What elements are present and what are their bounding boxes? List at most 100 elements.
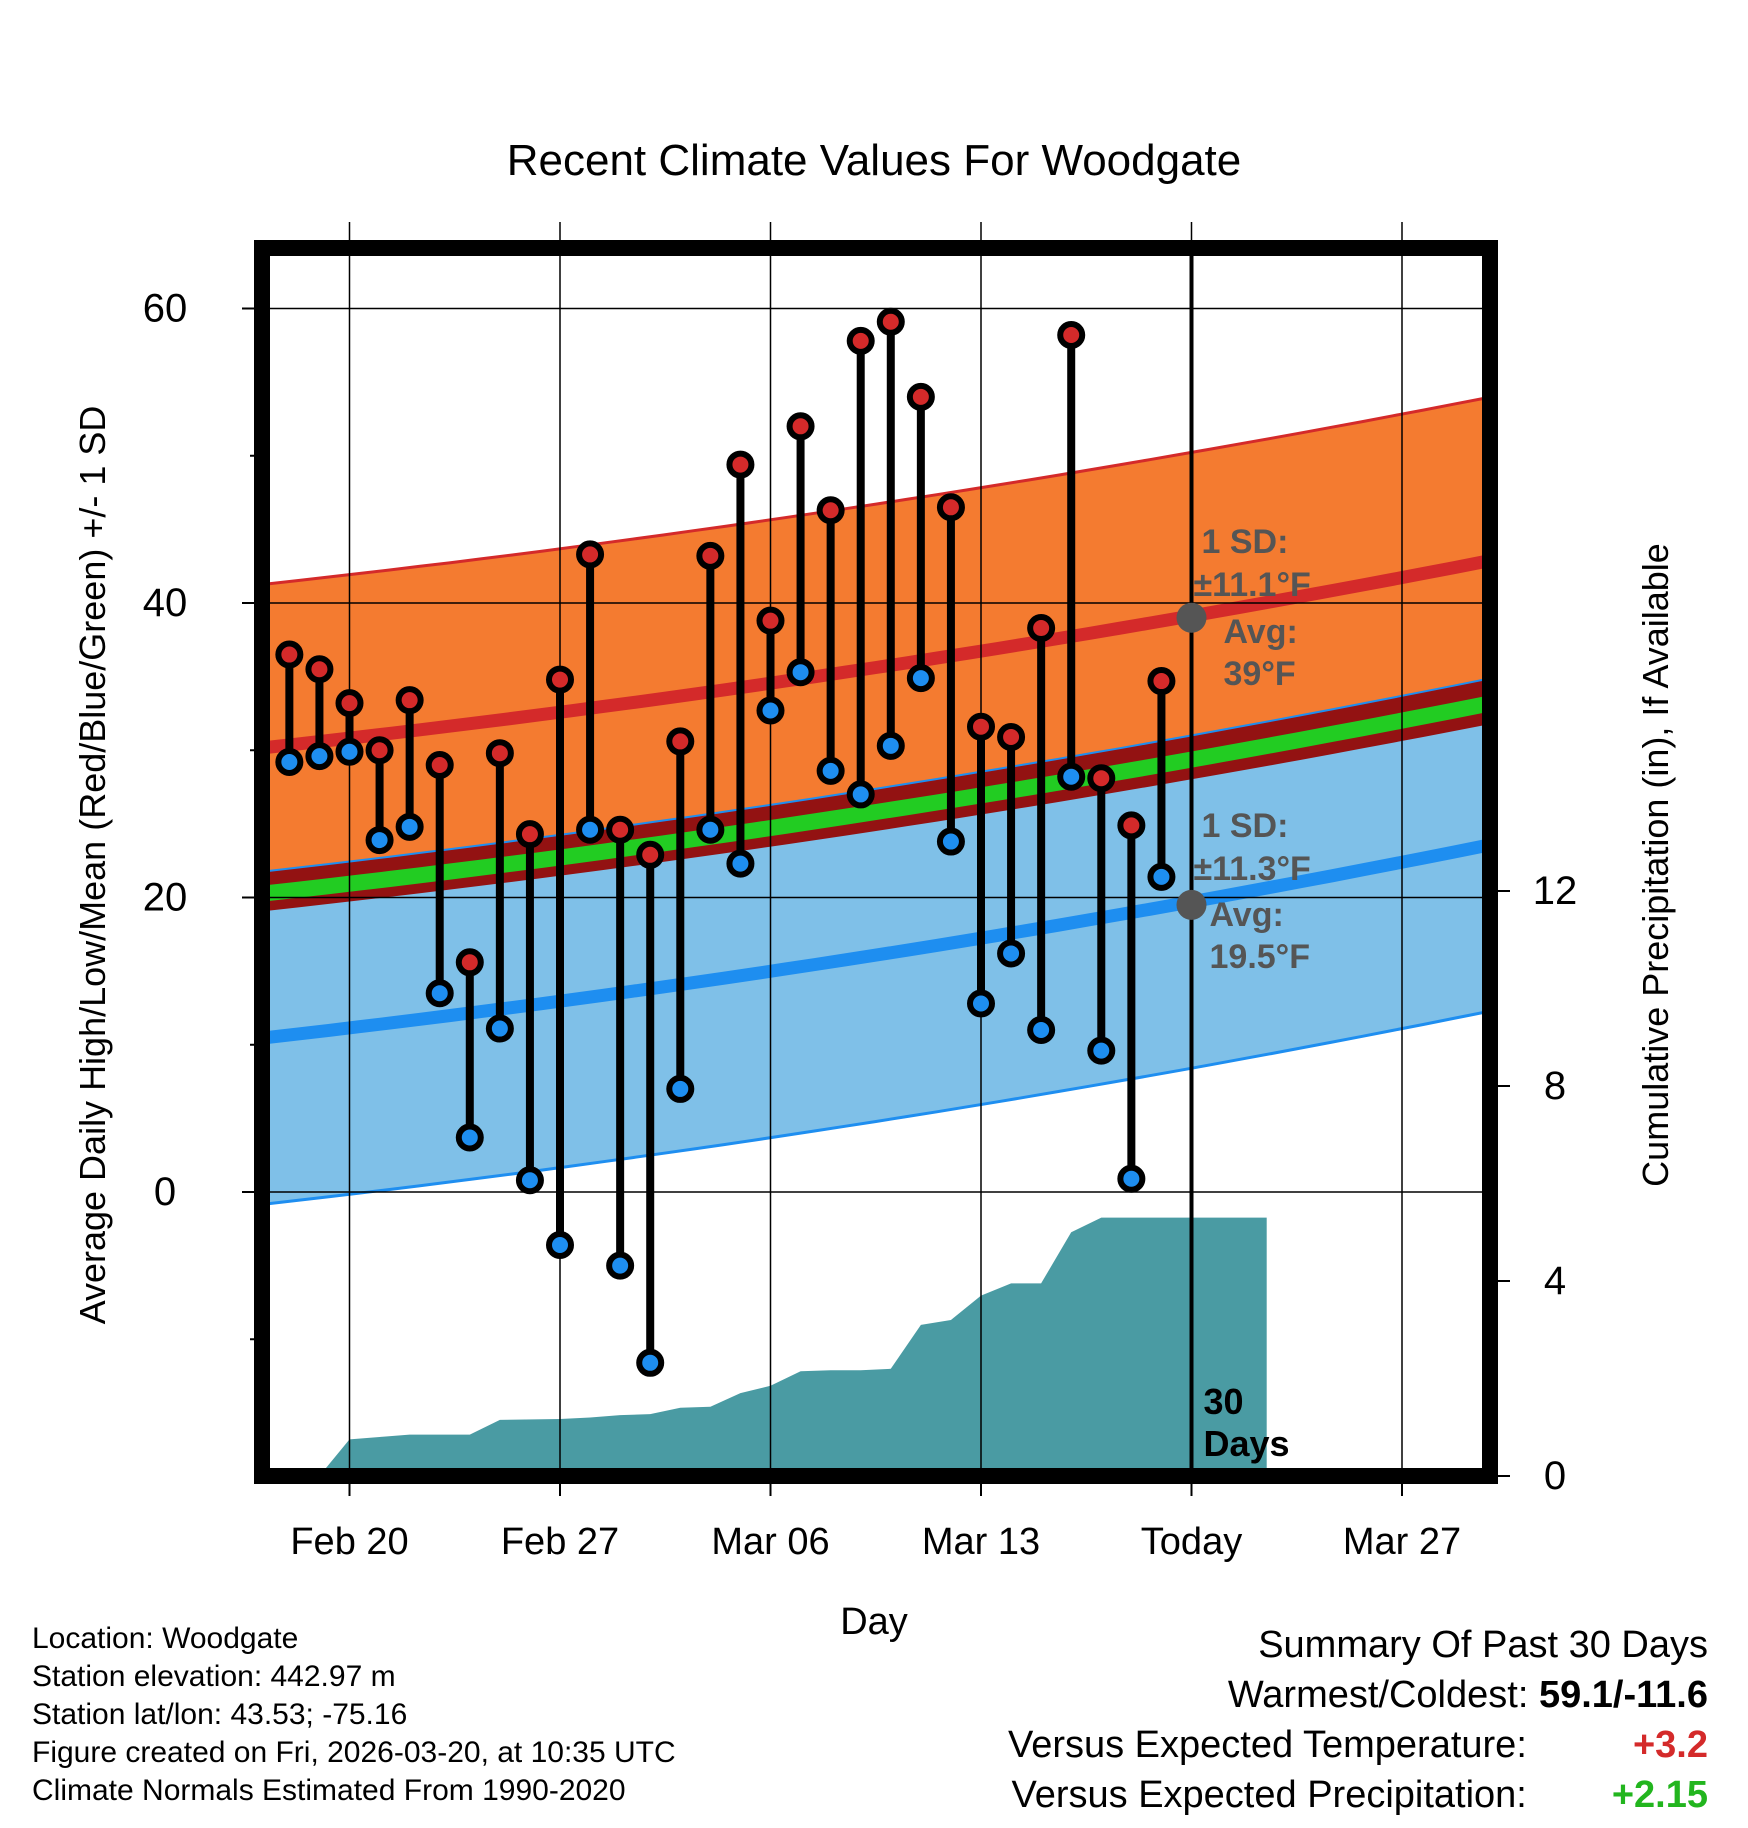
daily-low-point — [997, 939, 1026, 968]
daily-high-point — [726, 450, 755, 479]
low-sd-lower-line — [268, 1010, 1484, 1206]
normal-mean-line — [268, 696, 1484, 902]
x-tick-label: Mar 13 — [922, 1521, 1040, 1563]
precip-vs-value: +2.15 — [1611, 1774, 1708, 1816]
daily-high-point — [906, 382, 935, 411]
daily-low-point — [515, 1166, 544, 1195]
temp-vs-expected-row: Versus Expected Temperature: +3.2 — [808, 1720, 1708, 1770]
daily-high-point — [515, 820, 544, 849]
precip-area — [319, 1217, 1267, 1476]
y-tick-label: 20 — [143, 876, 188, 920]
temp-vs-label: Versus Expected Temperature: — [1007, 1724, 1527, 1766]
daily-low-point — [816, 756, 845, 785]
daily-low-point — [485, 1014, 514, 1043]
low-sd-value: ±11.3°F — [1194, 850, 1311, 888]
high-avg-marker — [1176, 602, 1207, 633]
x-tick-label: Mar 27 — [1343, 1521, 1461, 1563]
daily-high-point — [395, 686, 424, 715]
low-avg-marker — [1176, 889, 1207, 920]
daily-high-point — [997, 722, 1026, 751]
low-avg-value: 19.5°F — [1210, 938, 1311, 976]
created-text: Figure created on Fri, 2026-03-20, at 10… — [32, 1736, 676, 1769]
daily-high-point — [606, 815, 635, 844]
low-sd-label: 1 SD: — [1202, 807, 1289, 845]
daily-low-point — [696, 815, 725, 844]
low-avg-label: Avg: — [1210, 896, 1284, 934]
daily-low-point — [1147, 862, 1176, 891]
daily-low-point — [275, 748, 304, 777]
x-axis-label: Day — [840, 1601, 908, 1643]
x-tick-label: Today — [1141, 1521, 1242, 1563]
daily-low-point — [395, 812, 424, 841]
daily-high-point — [425, 750, 454, 779]
daily-low-point — [846, 780, 875, 809]
daily-low-point — [666, 1074, 695, 1103]
daily-high-point — [275, 640, 304, 669]
window-label-unit: Days — [1204, 1423, 1290, 1464]
summary-panel: Summary Of Past 30 Days Warmest/Coldest:… — [808, 1620, 1708, 1820]
y-tick-label: 60 — [143, 287, 188, 331]
daily-high-point — [305, 655, 334, 684]
daily-low-point — [1087, 1036, 1116, 1065]
daily-high-point — [1117, 811, 1146, 840]
daily-high-point — [936, 493, 965, 522]
high-sd-label: 1 SD: — [1202, 523, 1289, 561]
daily-high-point — [1057, 321, 1086, 350]
low-sd-band — [268, 679, 1484, 1204]
window-label-number: 30 — [1204, 1381, 1244, 1422]
daily-high-point — [1147, 667, 1176, 696]
latlon-text: Station lat/lon: 43.53; -75.16 — [32, 1698, 408, 1731]
daily-low-point — [546, 1231, 574, 1260]
x-tick-label: Mar 06 — [711, 1521, 829, 1563]
daily-low-point — [636, 1348, 665, 1377]
chart-title: Recent Climate Values For Woodgate — [507, 136, 1242, 185]
daily-high-point — [1087, 764, 1116, 793]
low-sd-upper-line — [268, 678, 1484, 872]
y-tick-label: 0 — [154, 1170, 176, 1214]
temp-vs-value: +3.2 — [1632, 1724, 1708, 1766]
plot-area: 1 SD: ±11.1°F Avg: 39°F 1 SD: ±11.3°F Avg: 19.5… — [143, 222, 1577, 1563]
daily-bars — [275, 307, 1176, 1377]
daily-low-point — [1027, 1016, 1056, 1045]
daily-low-point — [1057, 762, 1086, 791]
daily-high-point — [1027, 614, 1056, 643]
x-tick-label: Feb 27 — [501, 1521, 619, 1563]
daily-high-point — [365, 736, 394, 765]
normals-text: Climate Normals Estimated From 1990-2020 — [32, 1774, 626, 1807]
station-info: Location: Woodgate Station elevation: 44… — [32, 1620, 676, 1810]
daily-high-point — [846, 326, 875, 355]
precip-vs-expected-row: Versus Expected Precipitation: +2.15 — [808, 1770, 1708, 1820]
daily-high-point — [876, 307, 905, 336]
daily-low-point — [967, 989, 995, 1018]
precip-vs-label: Versus Expected Precipitation: — [1011, 1774, 1527, 1816]
elevation-text: Station elevation: 442.97 m — [32, 1660, 396, 1693]
high-sd-value: ±11.1°F — [1194, 566, 1311, 604]
y-axis-label: Average Daily High/Low/Mean (Red/Blue/Gr… — [72, 406, 113, 1325]
daily-high-point — [576, 540, 605, 569]
daily-low-point — [576, 815, 605, 844]
daily-low-point — [936, 827, 965, 856]
daily-high-point — [455, 948, 484, 977]
warmest-value: 59.1/-11.6 — [1538, 1674, 1708, 1716]
daily-low-point — [606, 1251, 635, 1280]
daily-low-point — [1117, 1164, 1146, 1193]
high-sd-band — [268, 398, 1484, 911]
daily-high-point — [546, 665, 574, 694]
plot-interior — [268, 396, 1484, 1476]
daily-high-point — [696, 541, 725, 570]
location-text: Location: Woodgate — [32, 1622, 299, 1655]
daily-low-point — [756, 696, 785, 725]
daily-high-point — [786, 412, 815, 441]
daily-high-point — [967, 712, 995, 741]
summary-title: Summary Of Past 30 Days — [1258, 1624, 1708, 1666]
warmest-coldest-row: Warmest/Coldest: 59.1/-11.6 — [808, 1670, 1708, 1720]
normal-high-line — [268, 555, 1484, 754]
daily-low-point — [365, 826, 394, 855]
high-avg-value: 39°F — [1224, 655, 1296, 693]
daily-high-point — [816, 496, 845, 525]
y2-tick-label: 0 — [1544, 1454, 1566, 1498]
daily-low-point — [335, 737, 364, 766]
high-sd-upper-line — [268, 396, 1484, 586]
y2-tick-label: 8 — [1544, 1064, 1566, 1108]
